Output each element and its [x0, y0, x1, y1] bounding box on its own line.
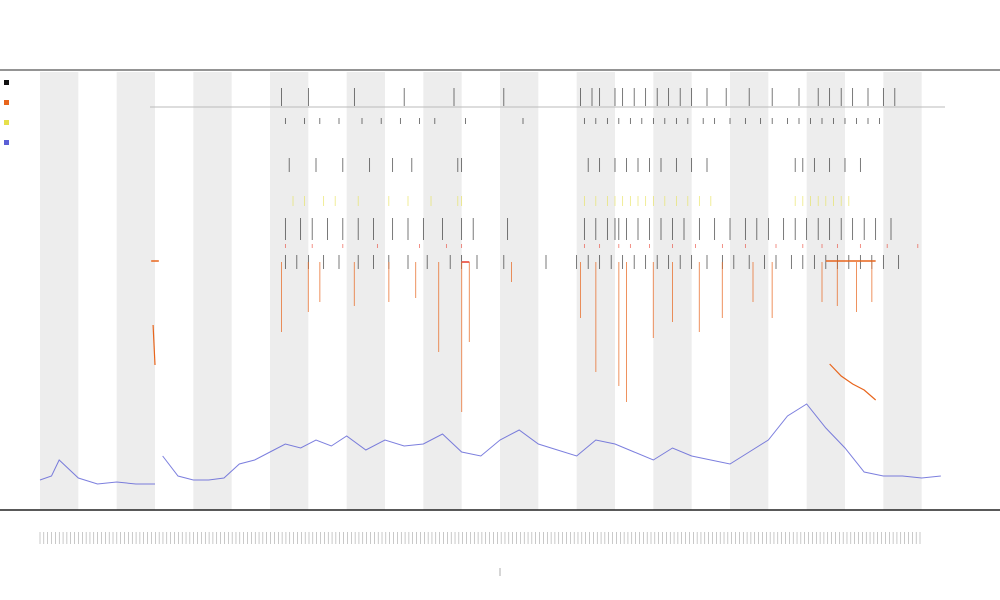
hr-mark [152, 324, 156, 366]
day-band [270, 72, 309, 510]
day-band [346, 72, 385, 510]
day-band [40, 72, 79, 510]
legend-swatch [4, 100, 9, 105]
day-band [730, 72, 769, 510]
legend-swatch [4, 80, 9, 85]
series-line [39, 459, 155, 485]
day-band [883, 72, 922, 510]
day-band [500, 72, 539, 510]
legend-swatch [4, 120, 9, 125]
day-band [806, 72, 845, 510]
day-band [116, 72, 155, 510]
day-band [193, 72, 232, 510]
series-line [162, 403, 941, 481]
legend-swatch [4, 140, 9, 145]
hr-line [829, 363, 877, 401]
day-band [423, 72, 462, 510]
